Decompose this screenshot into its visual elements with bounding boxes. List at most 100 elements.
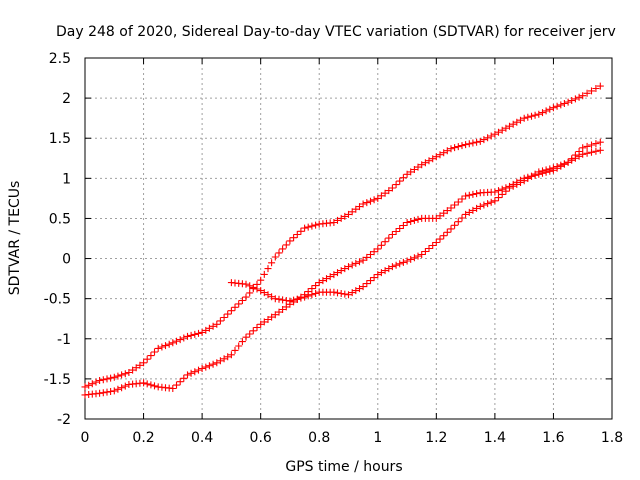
data-point [143, 380, 151, 388]
data-point [553, 163, 561, 170]
series-3 [227, 138, 604, 305]
data-point [571, 151, 579, 159]
data-point [592, 140, 600, 148]
data-point [242, 280, 250, 288]
data-point [392, 261, 400, 269]
data-point [202, 363, 210, 371]
y-axis-label: SDTVAR / TECUs [7, 181, 23, 296]
data-point [88, 380, 96, 388]
data-point [560, 160, 568, 168]
data-point [583, 149, 591, 157]
data-point [99, 389, 107, 397]
data-point [579, 92, 587, 100]
data-point [165, 340, 173, 348]
data-point [588, 87, 595, 95]
data-point [129, 366, 137, 374]
data-point [571, 95, 579, 103]
data-point [579, 144, 587, 152]
x-tick-label: 1.2 [425, 430, 447, 446]
data-point [588, 141, 595, 149]
data-point [195, 366, 202, 374]
data-point [293, 295, 301, 303]
data-point [257, 287, 265, 295]
data-point [476, 202, 484, 210]
x-tick-label: 1.8 [601, 430, 623, 446]
data-point [304, 292, 312, 300]
data-point [429, 242, 437, 249]
data-point [92, 378, 100, 386]
data-point [462, 210, 470, 218]
data-point [132, 364, 140, 372]
data-point [502, 124, 510, 132]
data-point [253, 324, 261, 331]
data-point [458, 195, 466, 203]
data-point [187, 369, 195, 377]
data-point [374, 194, 382, 202]
data-point [381, 267, 389, 275]
data-point [180, 334, 188, 342]
data-point [356, 203, 363, 211]
data-point [242, 293, 250, 301]
data-point [436, 151, 444, 159]
series-1 [81, 82, 604, 391]
data-point [315, 279, 323, 287]
data-point [118, 371, 126, 379]
data-point [125, 369, 133, 376]
data-point [363, 253, 371, 261]
data-point [432, 239, 440, 246]
data-point [334, 216, 341, 224]
data-point [337, 214, 345, 222]
data-point [330, 288, 338, 296]
plot-frame [84, 57, 613, 420]
data-point [249, 283, 257, 291]
data-point [246, 282, 254, 290]
data-point [377, 269, 385, 277]
data-point [238, 338, 246, 346]
data-point [114, 385, 122, 393]
data-point [341, 265, 349, 273]
data-point [392, 228, 400, 235]
data-point [557, 161, 565, 169]
data-point [374, 271, 382, 279]
data-point [440, 209, 448, 217]
data-point [198, 328, 206, 336]
data-point [473, 138, 481, 146]
data-point [520, 177, 528, 185]
data-point [575, 93, 583, 101]
data-point [407, 168, 415, 176]
x-tick-label: 0.4 [191, 430, 213, 446]
data-point [443, 147, 451, 155]
data-point [429, 155, 437, 163]
data-point [224, 353, 232, 361]
data-point [542, 166, 550, 174]
data-point [454, 218, 462, 226]
data-point [564, 158, 572, 166]
data-point [103, 388, 111, 396]
data-point [484, 200, 492, 208]
data-point [301, 293, 309, 301]
data-point [140, 359, 148, 367]
data-point [271, 295, 279, 303]
data-point [436, 212, 444, 220]
data-point [308, 285, 316, 293]
data-point [356, 285, 363, 293]
data-point [557, 101, 565, 109]
data-point [213, 320, 221, 328]
x-tick-label: 1 [373, 430, 382, 446]
data-point [136, 361, 144, 369]
data-point [176, 336, 184, 344]
data-point [392, 181, 400, 189]
y-tick-label: -1 [57, 332, 71, 348]
data-point [231, 303, 239, 311]
data-point [443, 207, 451, 215]
data-point [370, 248, 378, 256]
data-point [337, 290, 345, 297]
data-point [282, 241, 290, 249]
data-point [363, 280, 371, 288]
data-point [249, 327, 257, 335]
data-point [191, 330, 199, 338]
data-point [513, 118, 521, 126]
data-point [546, 105, 554, 113]
y-tick-label: -2 [57, 412, 71, 428]
